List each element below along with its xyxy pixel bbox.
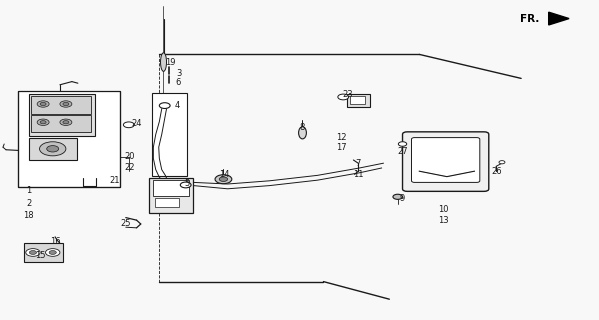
Bar <box>155 198 179 207</box>
Text: 14: 14 <box>219 170 230 179</box>
Circle shape <box>29 251 37 254</box>
Bar <box>31 115 91 132</box>
Text: 7: 7 <box>356 159 361 168</box>
Text: 5: 5 <box>184 180 189 188</box>
Text: 12: 12 <box>336 133 347 142</box>
Bar <box>18 91 120 187</box>
Text: 4: 4 <box>175 101 180 110</box>
Text: 18: 18 <box>23 212 34 220</box>
Text: 11: 11 <box>353 170 364 179</box>
Text: 2: 2 <box>26 199 31 208</box>
Text: 26: 26 <box>492 167 503 176</box>
Text: 17: 17 <box>336 143 347 152</box>
Text: 24: 24 <box>131 119 142 128</box>
Circle shape <box>46 249 60 256</box>
Circle shape <box>159 103 170 108</box>
Text: 1: 1 <box>26 186 31 195</box>
Circle shape <box>63 121 69 124</box>
Circle shape <box>123 122 134 128</box>
Circle shape <box>40 142 66 156</box>
Circle shape <box>393 194 403 199</box>
Text: 19: 19 <box>165 58 176 67</box>
Circle shape <box>180 182 191 188</box>
Text: 16: 16 <box>50 237 60 246</box>
Text: 20: 20 <box>124 152 135 161</box>
Circle shape <box>47 146 59 152</box>
Text: 15: 15 <box>35 252 46 260</box>
Text: FR.: FR. <box>520 13 539 24</box>
Bar <box>152 93 187 176</box>
Circle shape <box>37 119 49 125</box>
FancyBboxPatch shape <box>403 132 489 191</box>
Text: 13: 13 <box>438 216 449 225</box>
Text: 23: 23 <box>342 90 353 99</box>
Circle shape <box>215 175 232 184</box>
Bar <box>347 94 370 107</box>
Text: 10: 10 <box>438 205 449 214</box>
Circle shape <box>40 121 46 124</box>
Text: 27: 27 <box>397 148 408 156</box>
Text: 3: 3 <box>176 69 181 78</box>
Circle shape <box>40 102 46 106</box>
Circle shape <box>219 177 228 181</box>
Ellipse shape <box>298 127 307 139</box>
Circle shape <box>499 161 505 164</box>
Polygon shape <box>549 12 569 25</box>
Text: 25: 25 <box>120 220 131 228</box>
Text: 6: 6 <box>176 78 181 87</box>
Text: 9: 9 <box>400 194 405 203</box>
Circle shape <box>63 102 69 106</box>
Bar <box>29 138 77 160</box>
Circle shape <box>338 94 349 100</box>
Text: 21: 21 <box>110 176 120 185</box>
Bar <box>29 94 95 136</box>
Circle shape <box>398 142 407 146</box>
FancyBboxPatch shape <box>412 138 480 182</box>
Bar <box>24 243 63 262</box>
Circle shape <box>49 251 56 254</box>
Bar <box>350 96 365 104</box>
Bar <box>149 178 193 213</box>
Text: 8: 8 <box>300 124 305 132</box>
Circle shape <box>37 101 49 107</box>
Circle shape <box>60 119 72 125</box>
Bar <box>31 96 91 114</box>
Text: 22: 22 <box>124 164 135 172</box>
Circle shape <box>60 101 72 107</box>
Ellipse shape <box>161 53 167 71</box>
Circle shape <box>26 249 40 256</box>
Bar <box>153 180 189 196</box>
